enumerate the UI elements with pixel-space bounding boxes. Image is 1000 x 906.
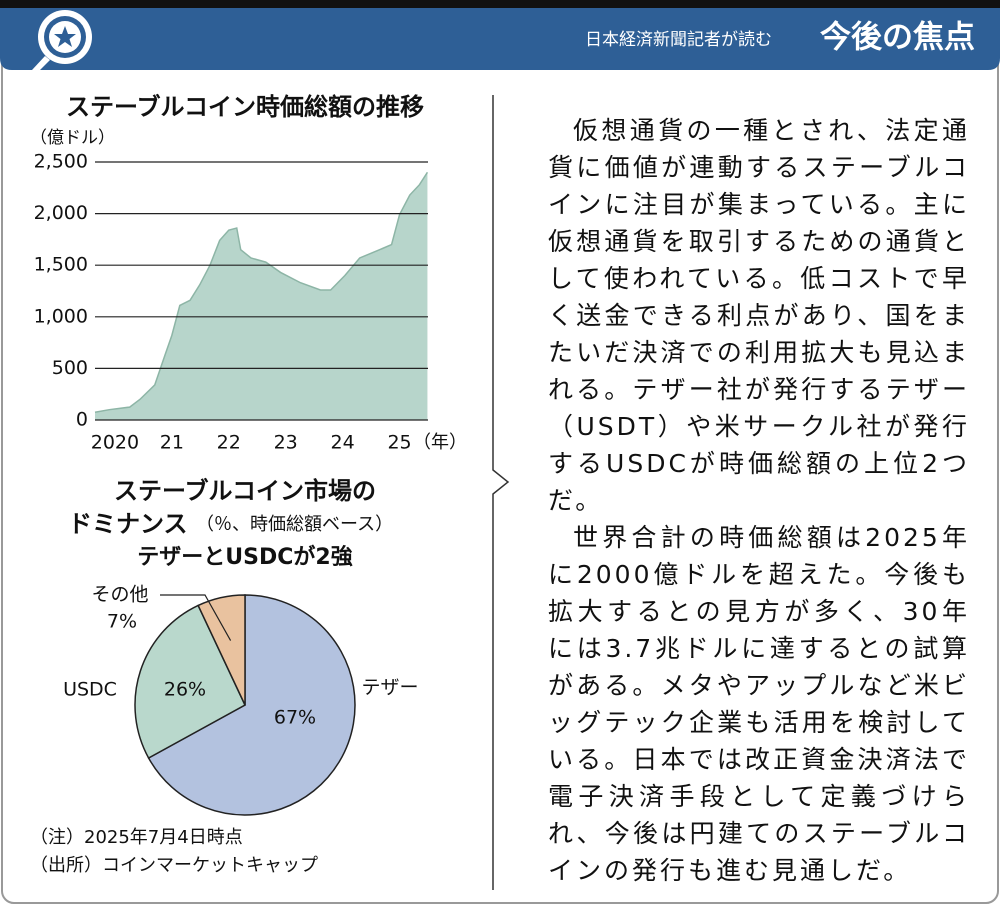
y-tick-label: 500 xyxy=(52,357,88,379)
source: （出所）コインマーケットキャップ xyxy=(30,855,318,876)
leader-line xyxy=(160,594,232,641)
y-axis-label: （億ドル） xyxy=(30,128,115,148)
x-tick-label: 22 xyxy=(217,432,241,454)
slice-label: その他 xyxy=(91,584,148,606)
search-icon xyxy=(32,10,92,70)
chart-title: ステーブルコイン時価総額の推移 xyxy=(66,93,424,121)
x-tick-label: 25 xyxy=(387,432,411,454)
y-tick-label: 0 xyxy=(76,409,88,431)
header-band xyxy=(0,8,1000,70)
pie-slice xyxy=(197,594,246,706)
pie-annotation: テザーとUSDCが2強 xyxy=(137,544,352,570)
value-label: 7% xyxy=(107,611,137,633)
value-label: 26% xyxy=(164,679,206,701)
header-kicker: 日本経済新聞記者が読む xyxy=(585,30,772,50)
y-tick-label: 1,000 xyxy=(34,305,88,327)
x-tick-label: 21 xyxy=(160,432,184,454)
pie-subtitle: （％、時価総額ベース） xyxy=(196,514,393,535)
slice-label: テザー xyxy=(361,677,418,699)
x-tick-label: 2020 xyxy=(91,432,139,454)
top-stripe xyxy=(0,0,1000,8)
divider xyxy=(492,95,510,890)
area-edge xyxy=(94,171,429,413)
pie-title: ステーブルコイン市場の xyxy=(114,477,376,505)
pie-slice xyxy=(147,594,356,816)
y-tick-label: 2,000 xyxy=(34,202,88,224)
pie-title: ドミナンス xyxy=(68,510,188,538)
x-tick-label: 23 xyxy=(274,432,298,454)
article: 仮想通貨の一種とされ、法定通貨に価値が連動するステーブルコインに注目が集まってい… xyxy=(548,112,970,889)
paragraph: 仮想通貨の一種とされ、法定通貨に価値が連動するステーブルコインに注目が集まってい… xyxy=(548,116,970,515)
header-title: 今後の焦点 xyxy=(820,20,975,56)
slice-label: USDC xyxy=(63,679,117,701)
area xyxy=(95,172,428,420)
pie-slice xyxy=(134,604,246,760)
y-tick-label: 1,500 xyxy=(34,254,88,276)
paragraph: 世界合計の時価総額は2025年に2000億ドルを超えた。今後も拡大するとの見方が… xyxy=(548,523,970,885)
x-tick-label: 24 xyxy=(331,432,355,454)
value-label: 67% xyxy=(274,707,316,729)
x-axis-label: （年） xyxy=(413,432,467,453)
y-tick-label: 2,500 xyxy=(34,151,88,173)
note: （注）2025年7月4日時点 xyxy=(30,827,243,848)
